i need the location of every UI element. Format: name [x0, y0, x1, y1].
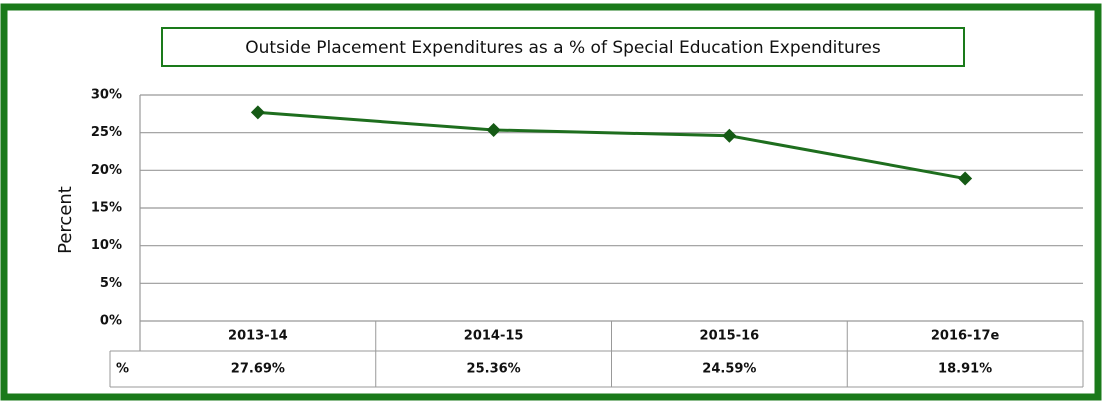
y-tick-label: 30%	[91, 88, 122, 103]
marker	[722, 128, 737, 143]
table-value: 25.36%	[467, 362, 521, 377]
table-value: 24.59%	[702, 362, 756, 377]
y-tick-label: 25%	[91, 125, 122, 140]
title-box	[161, 27, 965, 67]
y-tick-label: 5%	[100, 276, 122, 291]
y-tick-label: 10%	[91, 238, 122, 253]
table-value: 18.91%	[938, 362, 992, 377]
marker	[958, 171, 973, 186]
x-tick-label: 2016-17e	[931, 329, 1000, 344]
line	[257, 110, 966, 181]
x-tick-label: 2013-14	[228, 329, 288, 344]
y-tick-label: 15%	[91, 201, 122, 216]
marker	[486, 122, 501, 137]
x-tick-label: 2014-15	[464, 329, 524, 344]
marker	[250, 105, 265, 120]
y-tick-label: 20%	[91, 163, 122, 178]
table-row-label: %	[116, 362, 129, 377]
x-tick-label: 2015-16	[700, 329, 760, 344]
chart-title: Outside Placement Expenditures as a % of…	[245, 38, 881, 58]
table-value: 27.69%	[231, 362, 285, 377]
y-tick-label: 0%	[100, 314, 122, 329]
y-axis-label: Percent	[55, 186, 76, 254]
frame	[0, 3, 1102, 401]
